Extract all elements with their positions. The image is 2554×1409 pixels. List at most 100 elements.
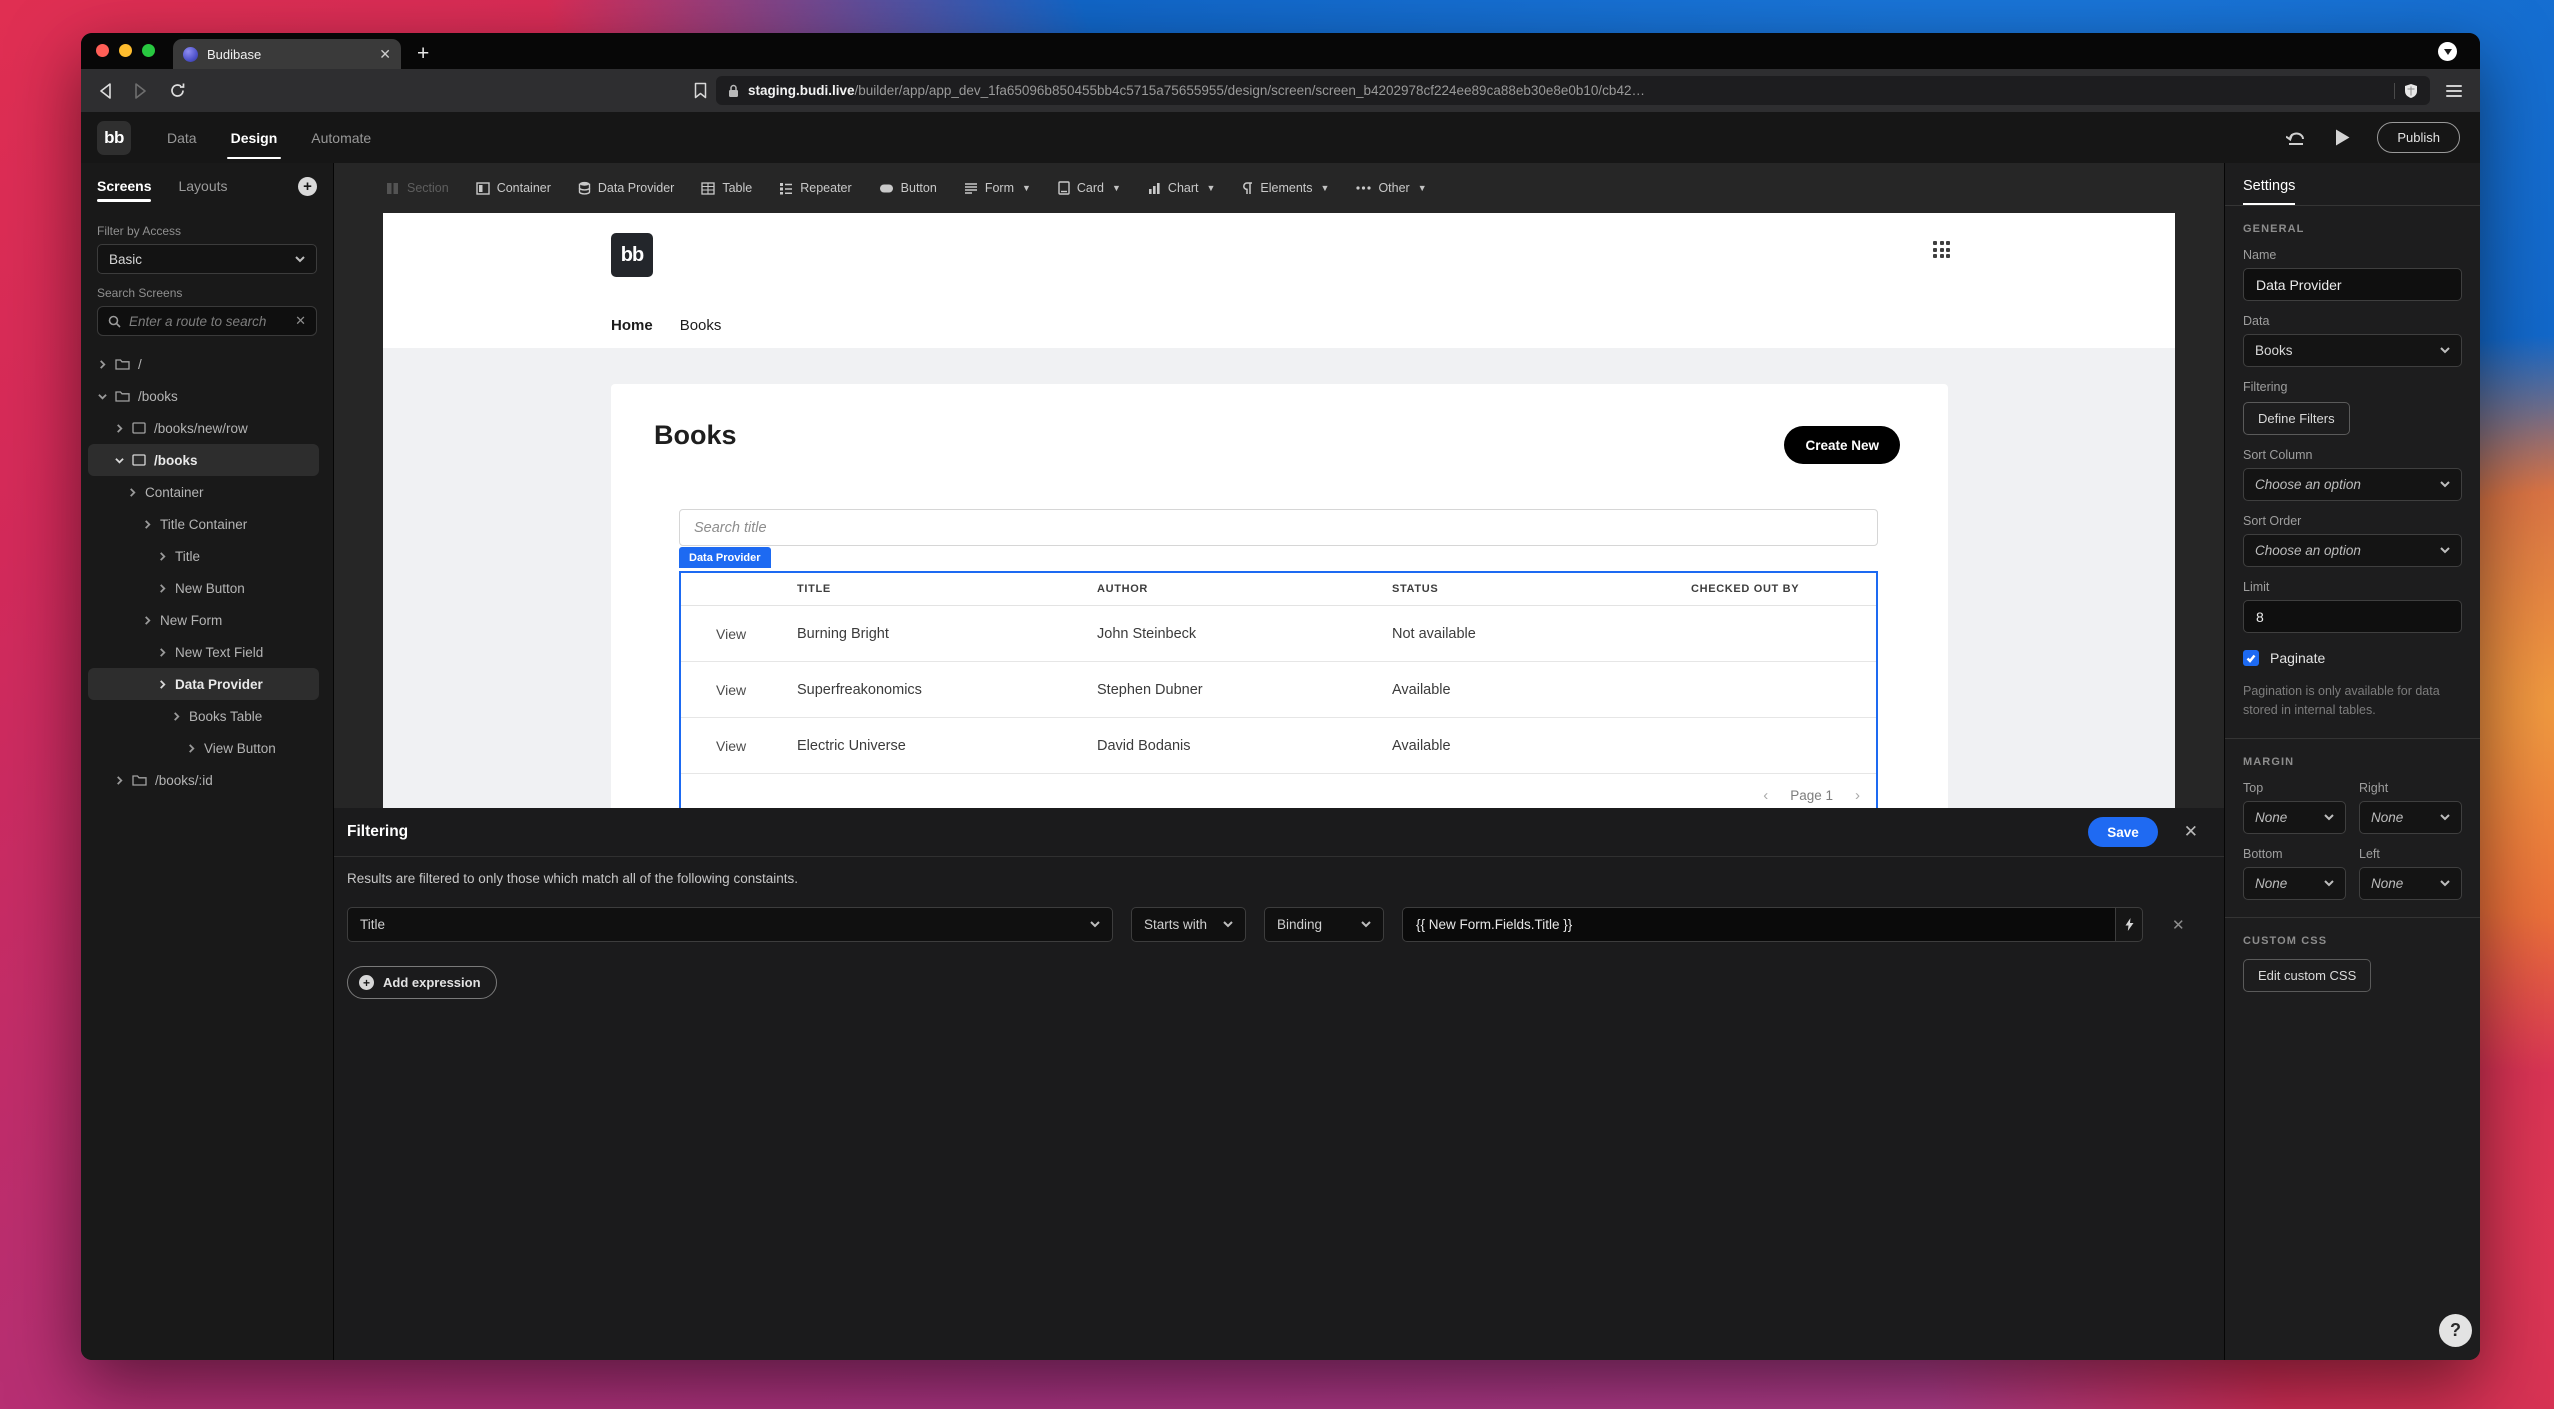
add-elements-button[interactable]: Elements ▼ (1242, 181, 1329, 195)
tree-item-books-folder[interactable]: /books (88, 380, 319, 412)
add-data-provider-button[interactable]: Data Provider (578, 181, 674, 195)
chevron-right-icon[interactable] (128, 487, 137, 497)
tree-item-new-text-field[interactable]: New Text Field (88, 636, 319, 668)
chevron-right-icon[interactable] (143, 519, 152, 529)
add-repeater-button[interactable]: Repeater (779, 181, 852, 195)
edit-custom-css-button[interactable]: Edit custom CSS (2243, 958, 2372, 992)
tab-design[interactable]: Design (226, 112, 281, 163)
margin-top-select[interactable]: None (2243, 800, 2346, 834)
chevron-right-icon[interactable] (158, 583, 167, 593)
data-select[interactable]: Books (2243, 334, 2462, 367)
back-icon[interactable] (99, 82, 112, 99)
tree-item-data-provider[interactable]: Data Provider (88, 668, 319, 700)
publish-button[interactable]: Publish (2377, 122, 2460, 153)
filter-binding-input[interactable] (1402, 907, 2115, 942)
binding-lightning-icon[interactable] (2115, 907, 2143, 942)
add-expression-button[interactable]: + Add expression (347, 966, 497, 999)
add-screen-icon[interactable]: + (298, 177, 317, 196)
filter-field-select[interactable]: Title (347, 907, 1113, 942)
nav-link-books[interactable]: Books (679, 317, 722, 334)
tree-item-new-form[interactable]: New Form (88, 604, 319, 636)
reload-icon[interactable] (169, 82, 186, 99)
chevron-down-icon: ▼ (1417, 183, 1427, 193)
browser-profile-icon[interactable] (2438, 42, 2457, 61)
page-next-icon[interactable]: › (1855, 786, 1860, 804)
filter-value-type-select[interactable]: Binding (1264, 907, 1384, 942)
create-new-button[interactable]: Create New (1784, 426, 1900, 464)
sort-column-select[interactable]: Choose an option (2243, 468, 2462, 501)
screen-search-input[interactable] (129, 313, 288, 329)
add-form-button[interactable]: Form ▼ (964, 181, 1031, 195)
tab-automate[interactable]: Automate (311, 129, 372, 146)
tree-item-root[interactable]: / (88, 348, 319, 380)
chevron-right-icon[interactable] (187, 743, 196, 753)
tab-screens[interactable]: Screens (97, 178, 152, 202)
view-button[interactable]: View (716, 625, 747, 642)
add-container-button[interactable]: Container (476, 181, 551, 195)
sort-order-select[interactable]: Choose an option (2243, 534, 2462, 567)
chevron-down-icon[interactable] (115, 456, 124, 465)
view-button[interactable]: View (716, 681, 747, 698)
filter-operator-select[interactable]: Starts with (1131, 907, 1246, 942)
tree-item-title[interactable]: Title (88, 540, 319, 572)
name-input[interactable] (2243, 268, 2462, 301)
nav-link-home[interactable]: Home (611, 317, 653, 334)
url-bar[interactable]: staging.budi.live/builder/app/app_dev_1f… (716, 76, 2430, 105)
add-table-button[interactable]: Table (701, 181, 752, 195)
undo-icon[interactable] (2286, 129, 2308, 147)
add-other-button[interactable]: Other ▼ (1356, 181, 1427, 195)
tree-item-view-button[interactable]: View Button (88, 732, 319, 764)
chevron-right-icon[interactable] (115, 775, 124, 785)
chevron-right-icon[interactable] (115, 423, 124, 433)
tree-item-container[interactable]: Container (88, 476, 319, 508)
zoom-window-button[interactable] (142, 44, 155, 57)
tree-item-title-container[interactable]: Title Container (88, 508, 319, 540)
new-tab-button[interactable]: + (417, 42, 430, 65)
paginate-label: Paginate (2270, 650, 2326, 666)
chevron-right-icon[interactable] (158, 647, 167, 657)
tree-item-books-id[interactable]: /books/:id (88, 764, 319, 796)
preview-play-icon[interactable] (2334, 128, 2351, 147)
define-filters-button[interactable]: Define Filters (2243, 402, 2350, 435)
page-prev-icon[interactable]: ‹ (1763, 786, 1769, 804)
tree-item-books-table[interactable]: Books Table (88, 700, 319, 732)
access-filter-select[interactable]: Basic (97, 244, 317, 274)
chevron-right-icon[interactable] (172, 711, 181, 721)
apps-grid-icon[interactable] (1933, 241, 1950, 258)
shield-icon[interactable] (2404, 83, 2418, 99)
chevron-right-icon[interactable] (158, 551, 167, 561)
tab-close-icon[interactable]: ✕ (379, 46, 391, 62)
close-window-button[interactable] (96, 44, 109, 57)
browser-menu-icon[interactable] (2446, 84, 2462, 97)
add-chart-button[interactable]: Chart ▼ (1148, 181, 1215, 195)
limit-input[interactable] (2243, 600, 2462, 633)
save-button[interactable]: Save (2088, 817, 2158, 847)
chevron-right-icon[interactable] (98, 359, 107, 369)
add-card-button[interactable]: Card ▼ (1058, 181, 1121, 195)
view-button[interactable]: View (716, 737, 747, 754)
margin-bottom-select[interactable]: None (2243, 866, 2346, 900)
close-drawer-icon[interactable]: ✕ (2183, 822, 2198, 841)
filtering-drawer: Filtering Save ✕ Results are filtered to… (334, 808, 2224, 1360)
chevron-right-icon[interactable] (158, 679, 167, 689)
tree-item-new-button[interactable]: New Button (88, 572, 319, 604)
help-button[interactable]: ? (2439, 1314, 2472, 1347)
bookmark-icon[interactable] (694, 82, 707, 99)
add-button-button[interactable]: Button (879, 181, 937, 195)
minimize-window-button[interactable] (119, 44, 132, 57)
tree-item-books-screen[interactable]: /books (88, 444, 319, 476)
margin-right-select[interactable]: None (2359, 800, 2462, 834)
clear-search-icon[interactable]: ✕ (295, 313, 306, 328)
paginate-checkbox[interactable] (2243, 650, 2259, 666)
budibase-logo[interactable]: bb (97, 120, 131, 155)
forward-icon[interactable] (134, 82, 147, 99)
remove-expression-icon[interactable]: ✕ (2172, 916, 2185, 934)
browser-tab[interactable]: Budibase ✕ (173, 39, 401, 69)
tab-layouts[interactable]: Layouts (178, 177, 228, 194)
margin-left-select[interactable]: None (2359, 866, 2462, 900)
chevron-right-icon[interactable] (143, 615, 152, 625)
tree-item-books-new-row[interactable]: /books/new/row (88, 412, 319, 444)
chevron-down-icon[interactable] (98, 392, 107, 401)
tab-data[interactable]: Data (167, 129, 197, 146)
search-title-input[interactable] (679, 509, 1878, 546)
